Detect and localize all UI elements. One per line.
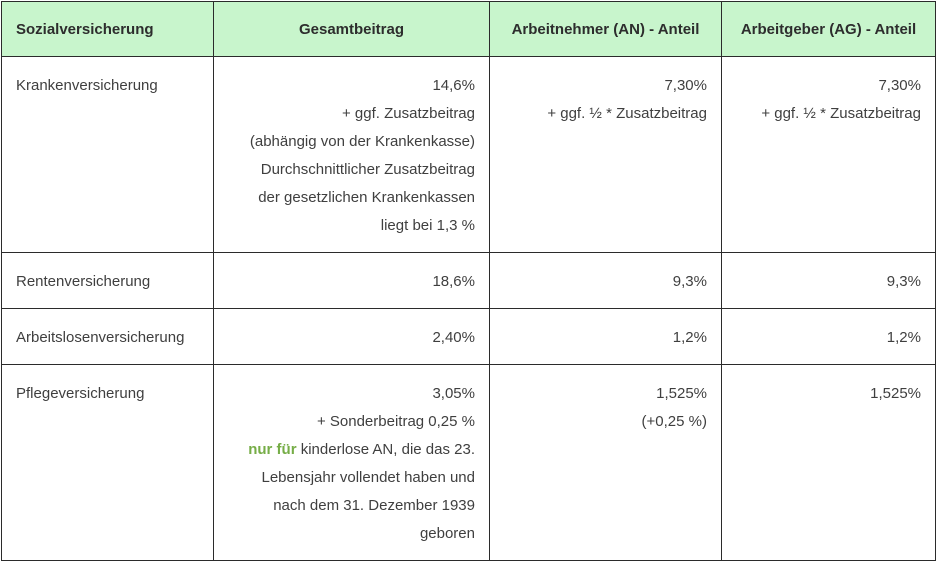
value-line: + Sonderbeitrag 0,25 % — [316, 413, 475, 430]
gesamtbeitrag-cell: 18,6% — [213, 252, 490, 309]
note-rest-text: kinderlose AN, die das 23. — [296, 441, 475, 458]
table-header: Sozialversicherung Gesamtbeitrag Arbeitn… — [1, 1, 936, 57]
value-line: nach dem 31. Dezember 1939 — [273, 497, 475, 514]
value-line: + ggf. ½ * Zusatzbeitrag — [547, 105, 707, 122]
value-line: 1,2% — [672, 329, 707, 346]
value-line: Durchschnittlicher Zusatzbeitrag — [260, 161, 475, 178]
table-row-rentenversicherung: Rentenversicherung 18,6% 9,3% 9,3% — [1, 252, 936, 309]
table-row-krankenversicherung: Krankenversicherung 14,6% + ggf. Zusatzb… — [1, 56, 936, 253]
value-line: + ggf. Zusatzbeitrag — [342, 105, 475, 122]
table-row-arbeitslosenversicherung: Arbeitslosenversicherung 2,40% 1,2% 1,2% — [1, 308, 936, 365]
value-line: (abhängig von der Krankenkasse) — [249, 133, 475, 150]
value-line: geboren — [419, 525, 475, 542]
arbeitnehmer-cell: 9,3% — [489, 252, 722, 309]
value-line: 7,30% — [878, 77, 921, 94]
gesamtbeitrag-cell: 14,6% + ggf. Zusatzbeitrag (abhängig von… — [213, 56, 490, 253]
note-line: nur für kinderlose AN, die das 23. — [228, 436, 475, 464]
arbeitgeber-cell: 9,3% — [721, 252, 936, 309]
arbeitgeber-cell: 1,525% — [721, 364, 936, 561]
gesamtbeitrag-cell: 2,40% — [213, 308, 490, 365]
value-line: 9,3% — [886, 273, 921, 290]
highlighted-text: nur für — [248, 441, 297, 458]
row-label: Pflegeversicherung — [1, 364, 214, 561]
arbeitgeber-cell: 7,30% + ggf. ½ * Zusatzbeitrag — [721, 56, 936, 253]
arbeitnehmer-cell: 1,525% (+0,25 %) — [489, 364, 722, 561]
value-line: liegt bei 1,3 % — [380, 217, 475, 234]
table-body: Krankenversicherung 14,6% + ggf. Zusatzb… — [1, 56, 936, 561]
arbeitnehmer-cell: 1,2% — [489, 308, 722, 365]
value-line: (+0,25 %) — [641, 413, 707, 430]
value-line: 7,30% — [664, 77, 707, 94]
value-line: 1,525% — [870, 385, 921, 402]
row-label: Krankenversicherung — [1, 56, 214, 253]
value-line: 14,6% — [432, 77, 475, 94]
row-label: Rentenversicherung — [1, 252, 214, 309]
header-sozialversicherung: Sozialversicherung — [1, 1, 214, 57]
arbeitgeber-cell: 1,2% — [721, 308, 936, 365]
row-label: Arbeitslosenversicherung — [1, 308, 214, 365]
gesamtbeitrag-cell: 3,05% + Sonderbeitrag 0,25 % nur für kin… — [213, 364, 490, 561]
value-line: 1,2% — [886, 329, 921, 346]
header-arbeitnehmer-anteil: Arbeitnehmer (AN) - Anteil — [489, 1, 722, 57]
value-line: Lebensjahr vollendet haben und — [261, 469, 475, 486]
arbeitnehmer-cell: 7,30% + ggf. ½ * Zusatzbeitrag — [489, 56, 722, 253]
value-line: 18,6% — [432, 273, 475, 290]
header-gesamtbeitrag: Gesamtbeitrag — [213, 1, 490, 57]
header-row: Sozialversicherung Gesamtbeitrag Arbeitn… — [1, 1, 936, 57]
value-line: + ggf. ½ * Zusatzbeitrag — [761, 105, 921, 122]
table-row-pflegeversicherung: Pflegeversicherung 3,05% + Sonderbeitrag… — [1, 364, 936, 561]
value-line: 1,525% — [656, 385, 707, 402]
value-line: 9,3% — [672, 273, 707, 290]
value-line: der gesetzlichen Krankenkassen — [258, 189, 475, 206]
header-arbeitgeber-anteil: Arbeitgeber (AG) - Anteil — [721, 1, 936, 57]
value-line: 3,05% — [432, 385, 475, 402]
value-line: 2,40% — [432, 329, 475, 346]
